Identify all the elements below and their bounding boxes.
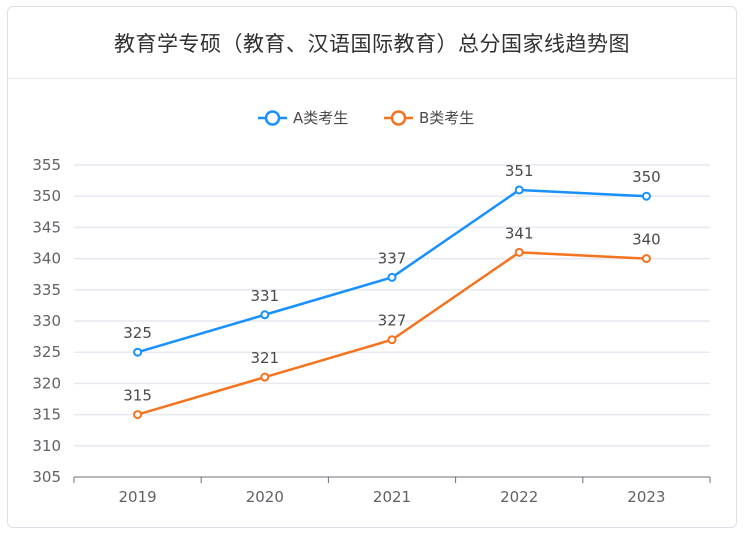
data-point[interactable]	[387, 335, 397, 345]
y-tick-label-355: 355	[32, 156, 61, 174]
y-tick-label-340: 340	[32, 250, 61, 268]
data-label: 337	[378, 249, 407, 267]
data-point[interactable]	[514, 247, 524, 257]
data-label: 340	[632, 231, 661, 249]
x-tick-label-2023: 2023	[627, 488, 665, 506]
data-label: 315	[123, 387, 152, 405]
data-point[interactable]	[514, 185, 524, 195]
y-tick-label-350: 350	[32, 187, 61, 205]
data-label: 350	[632, 168, 661, 186]
x-tick-label-2020: 2020	[246, 488, 284, 506]
card-header: 教育学专硕（教育、汉语国际教育）总分国家线趋势图	[8, 7, 736, 79]
y-tick-label-345: 345	[32, 218, 61, 236]
legend-marker-2[interactable]	[390, 110, 407, 126]
data-point[interactable]	[133, 410, 143, 420]
y-tick-label-310: 310	[32, 437, 61, 455]
chart-card: 教育学专硕（教育、汉语国际教育）总分国家线趋势图	[7, 6, 737, 528]
x-tick-label-2021: 2021	[373, 488, 411, 506]
data-point[interactable]	[133, 347, 143, 357]
data-label: 331	[250, 287, 279, 305]
data-point[interactable]	[260, 310, 270, 320]
data-label: 325	[123, 324, 152, 342]
data-label: 351	[505, 162, 534, 180]
data-point[interactable]	[387, 272, 397, 282]
legend-label-2[interactable]: B类考生	[419, 109, 474, 127]
data-label: 321	[250, 349, 279, 367]
chart-title: 教育学专硕（教育、汉语国际教育）总分国家线趋势图	[114, 31, 630, 56]
y-tick-label-335: 335	[32, 281, 61, 299]
x-tick-label-2022: 2022	[500, 488, 538, 506]
data-point[interactable]	[641, 191, 651, 201]
y-tick-label-305: 305	[32, 468, 61, 486]
data-point[interactable]	[641, 254, 651, 264]
y-tick-label-320: 320	[32, 374, 61, 392]
legend-marker-1[interactable]	[264, 110, 281, 126]
y-tick-label-330: 330	[32, 312, 61, 330]
data-point[interactable]	[260, 372, 270, 382]
data-label: 341	[505, 224, 534, 242]
data-label: 327	[378, 312, 407, 330]
legend-label-1[interactable]: A类考生	[293, 109, 348, 127]
x-tick-label-2019: 2019	[119, 488, 157, 506]
y-tick-label-325: 325	[32, 343, 61, 361]
y-tick-label-315: 315	[32, 406, 61, 424]
